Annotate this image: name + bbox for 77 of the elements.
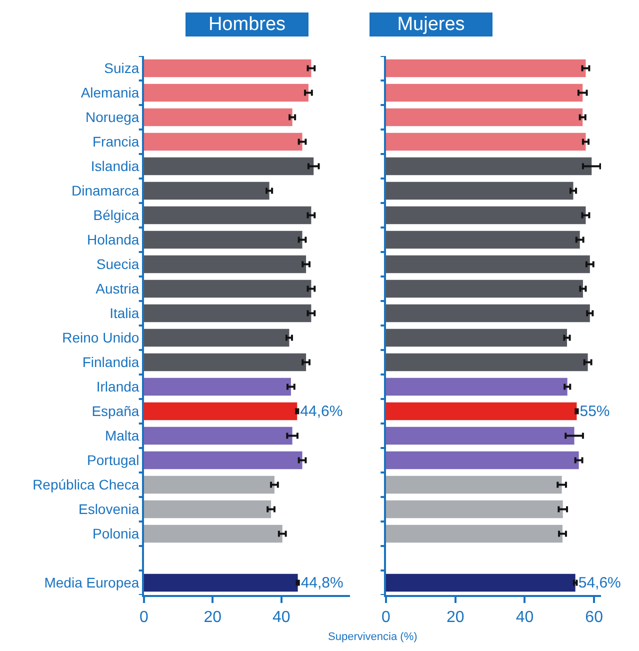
bar	[386, 353, 588, 372]
bar	[144, 500, 272, 518]
y-tick-label: Suiza	[104, 60, 140, 76]
x-tick-label: 40	[272, 609, 290, 626]
y-tick-label: Reino Unido	[62, 330, 140, 346]
bar	[386, 304, 590, 322]
bar	[144, 451, 302, 470]
bar	[144, 84, 308, 102]
y-tick-label: Eslovenia	[78, 501, 140, 518]
y-tick-label: Dinamarca	[71, 182, 140, 199]
bar	[386, 328, 568, 347]
y-tick-label: Italia	[110, 305, 140, 322]
bar	[386, 230, 580, 249]
y-tick-label: España	[92, 403, 140, 420]
chart-title: Hombres	[208, 14, 286, 35]
bar	[386, 500, 563, 518]
x-tick-label: 40	[516, 609, 534, 626]
bar	[386, 84, 583, 102]
bar	[144, 157, 314, 176]
bar	[144, 132, 302, 151]
bar	[144, 304, 312, 322]
bar	[144, 328, 290, 347]
y-tick-label: Irlanda	[96, 378, 140, 395]
y-tick-label: Alemania	[80, 84, 140, 101]
x-tick-label: 20	[446, 609, 464, 626]
bar	[144, 476, 274, 494]
bar	[386, 132, 586, 151]
y-tick-label: Finlandia	[82, 354, 140, 370]
bar	[386, 524, 563, 543]
bar	[386, 157, 592, 176]
y-tick-label: Media Europea	[44, 574, 140, 591]
bar	[386, 402, 577, 420]
bar	[144, 59, 312, 78]
bar	[386, 574, 576, 592]
bar	[386, 206, 586, 224]
y-tick-label: Malta	[104, 428, 140, 444]
bar	[386, 182, 574, 200]
bar	[144, 402, 298, 420]
bar	[386, 108, 583, 126]
bar	[144, 206, 312, 224]
bar	[386, 378, 568, 396]
y-tick-label: Islandia	[90, 158, 140, 174]
bar	[144, 280, 312, 298]
bar	[386, 426, 574, 445]
x-tick-label: 20	[204, 609, 222, 626]
bar	[144, 182, 270, 200]
bar	[144, 426, 292, 445]
bar	[386, 476, 562, 494]
x-tick-label: 0	[140, 609, 149, 626]
y-tick-label: Suecia	[96, 256, 140, 272]
x-tick-label: 60	[585, 609, 604, 626]
bar	[144, 574, 298, 592]
data-label: 55%	[580, 402, 610, 420]
bar	[386, 280, 583, 298]
data-label: 54,6%	[578, 574, 621, 592]
y-tick-label: Polonia	[92, 526, 140, 542]
chart-title: Mujeres	[397, 14, 465, 35]
y-tick-label: Bélgica	[93, 207, 140, 224]
bar	[144, 378, 291, 396]
bar	[386, 255, 590, 274]
y-tick-label: Holanda	[87, 232, 140, 248]
data-label: 44,8%	[300, 574, 344, 592]
bar	[144, 230, 302, 249]
bar	[144, 108, 292, 126]
y-tick-label: República Checa	[32, 476, 140, 493]
y-tick-label: Noruega	[85, 109, 140, 126]
bar	[144, 255, 306, 274]
y-tick-label: Francia	[92, 134, 140, 150]
x-tick-label: 0	[382, 609, 391, 626]
bar	[144, 524, 282, 543]
bar	[386, 451, 579, 470]
y-tick-label: Portugal	[87, 452, 140, 468]
bar	[144, 353, 306, 372]
data-label: 44,6%	[300, 402, 343, 420]
y-tick-label: Austria	[96, 280, 140, 297]
bar	[386, 59, 586, 78]
x-axis-title: Supervivencia (%)	[328, 631, 418, 643]
